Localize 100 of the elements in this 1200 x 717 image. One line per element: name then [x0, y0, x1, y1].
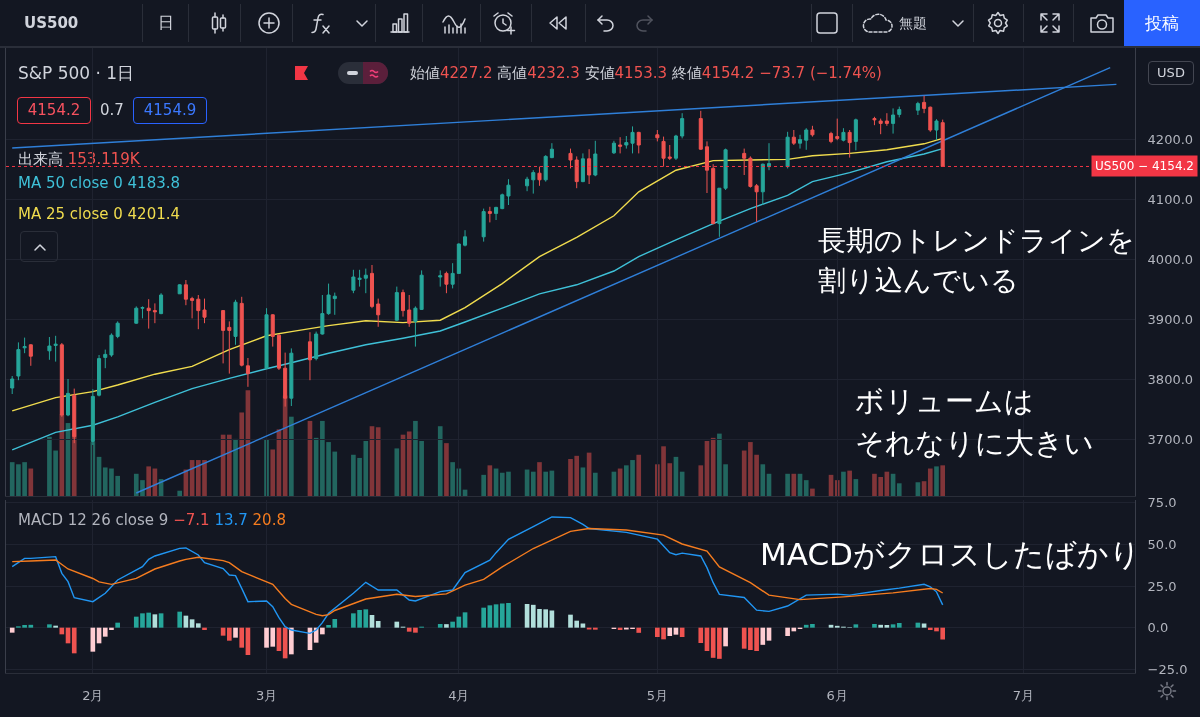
bar — [195, 623, 201, 628]
bar — [543, 471, 549, 496]
candlestick — [835, 118, 840, 141]
bar — [940, 465, 946, 496]
x-tick-label: 7月 — [1012, 687, 1034, 703]
bar — [934, 466, 939, 496]
candlestick — [853, 118, 858, 151]
bar — [710, 437, 716, 496]
candlestick — [934, 118, 939, 141]
bar — [890, 624, 896, 628]
bar — [760, 627, 766, 645]
candlestick — [804, 127, 809, 151]
candlestick — [531, 169, 536, 195]
chart-title: 出来高 — [18, 150, 63, 168]
annotation: 13.7 — [214, 511, 248, 529]
bar — [847, 470, 852, 496]
post-button: 投稿 — [1124, 0, 1200, 46]
candlestick — [183, 279, 188, 306]
y-tick-label: 25.0 — [1147, 578, 1177, 594]
toolbar: US500 日 無題 投稿 — [0, 0, 1200, 48]
annotation: 153.119K — [67, 150, 140, 168]
bar — [667, 627, 673, 636]
text: MACD 12 26 close 9 — [18, 511, 169, 529]
candlestick — [878, 118, 883, 135]
candlestick — [711, 163, 716, 225]
bar — [841, 471, 846, 496]
bar — [636, 454, 642, 496]
annotation: 20.8 — [252, 511, 286, 529]
bar — [239, 412, 245, 496]
candlestick — [760, 163, 765, 206]
x-tick-label: 6月 — [826, 687, 848, 703]
y-tick-label: 3900.0 — [1147, 311, 1194, 327]
annotation: 0.7 — [100, 100, 124, 120]
annotation: 4183.8 — [127, 174, 181, 192]
candlestick — [221, 309, 226, 364]
annotation: MACDがクロスしたばかり — [760, 535, 1141, 574]
bar — [226, 627, 232, 641]
candlestick — [680, 112, 685, 139]
y-tick-label: 4200.0 — [1147, 131, 1194, 147]
candlestick — [22, 337, 27, 354]
y-tick-label: 4100.0 — [1147, 191, 1194, 207]
candlestick — [897, 106, 902, 118]
candlestick — [891, 107, 896, 135]
candlestick — [940, 119, 945, 168]
bar — [233, 627, 238, 638]
bar — [71, 627, 77, 654]
annotation: 長期のトレンドラインを割り込んでいる — [818, 223, 1136, 299]
bar — [698, 627, 704, 643]
bar — [226, 434, 232, 496]
y-tick-label: 0.0 — [1147, 620, 1169, 636]
annotation: 4201.4 — [127, 205, 181, 223]
bar — [785, 473, 790, 496]
bar — [878, 624, 883, 628]
text: MA 25 close 0 — [18, 205, 123, 223]
candlestick — [742, 148, 747, 176]
candlestick — [593, 140, 598, 177]
ref-line-label: US500 − 4154.2 — [1095, 159, 1194, 173]
bar — [158, 613, 164, 628]
candlestick — [97, 354, 102, 397]
bar — [896, 483, 902, 496]
candlestick — [177, 283, 182, 295]
bar — [71, 428, 77, 496]
candlestick — [202, 298, 207, 324]
x-tick-label: 4月 — [448, 687, 470, 703]
bar — [28, 468, 34, 496]
y-tick-label: 75.0 — [1147, 495, 1177, 511]
bar — [592, 627, 598, 630]
candlestick — [791, 129, 796, 146]
candlestick — [245, 357, 250, 388]
candlestick — [16, 341, 21, 381]
text: S&P 500 · 1日 — [18, 62, 135, 84]
bar — [636, 627, 642, 633]
candlestick — [611, 140, 616, 155]
bar — [791, 473, 797, 496]
candlestick — [667, 144, 672, 161]
bar — [884, 625, 890, 628]
candlestick — [146, 298, 151, 330]
candlestick — [673, 134, 678, 161]
bar — [927, 468, 933, 496]
bar — [146, 466, 151, 496]
candlestick — [28, 343, 33, 367]
candlestick — [239, 296, 244, 367]
candlestick — [655, 129, 660, 142]
bar — [810, 488, 815, 496]
candlestick — [928, 106, 933, 133]
bar — [9, 627, 15, 633]
bar — [177, 490, 183, 496]
candlestick — [922, 95, 927, 114]
candlestick — [829, 131, 834, 144]
candlestick — [103, 349, 108, 369]
candlestick — [841, 127, 846, 142]
y-tick-label: 3800.0 — [1147, 371, 1194, 387]
bar — [828, 624, 834, 628]
candlestick — [152, 302, 157, 324]
candlestick — [227, 320, 232, 375]
candlestick — [915, 101, 920, 116]
candlestick — [810, 125, 815, 138]
candlestick — [698, 110, 703, 151]
annotation: −7.1 — [173, 511, 210, 529]
bar — [592, 472, 598, 496]
